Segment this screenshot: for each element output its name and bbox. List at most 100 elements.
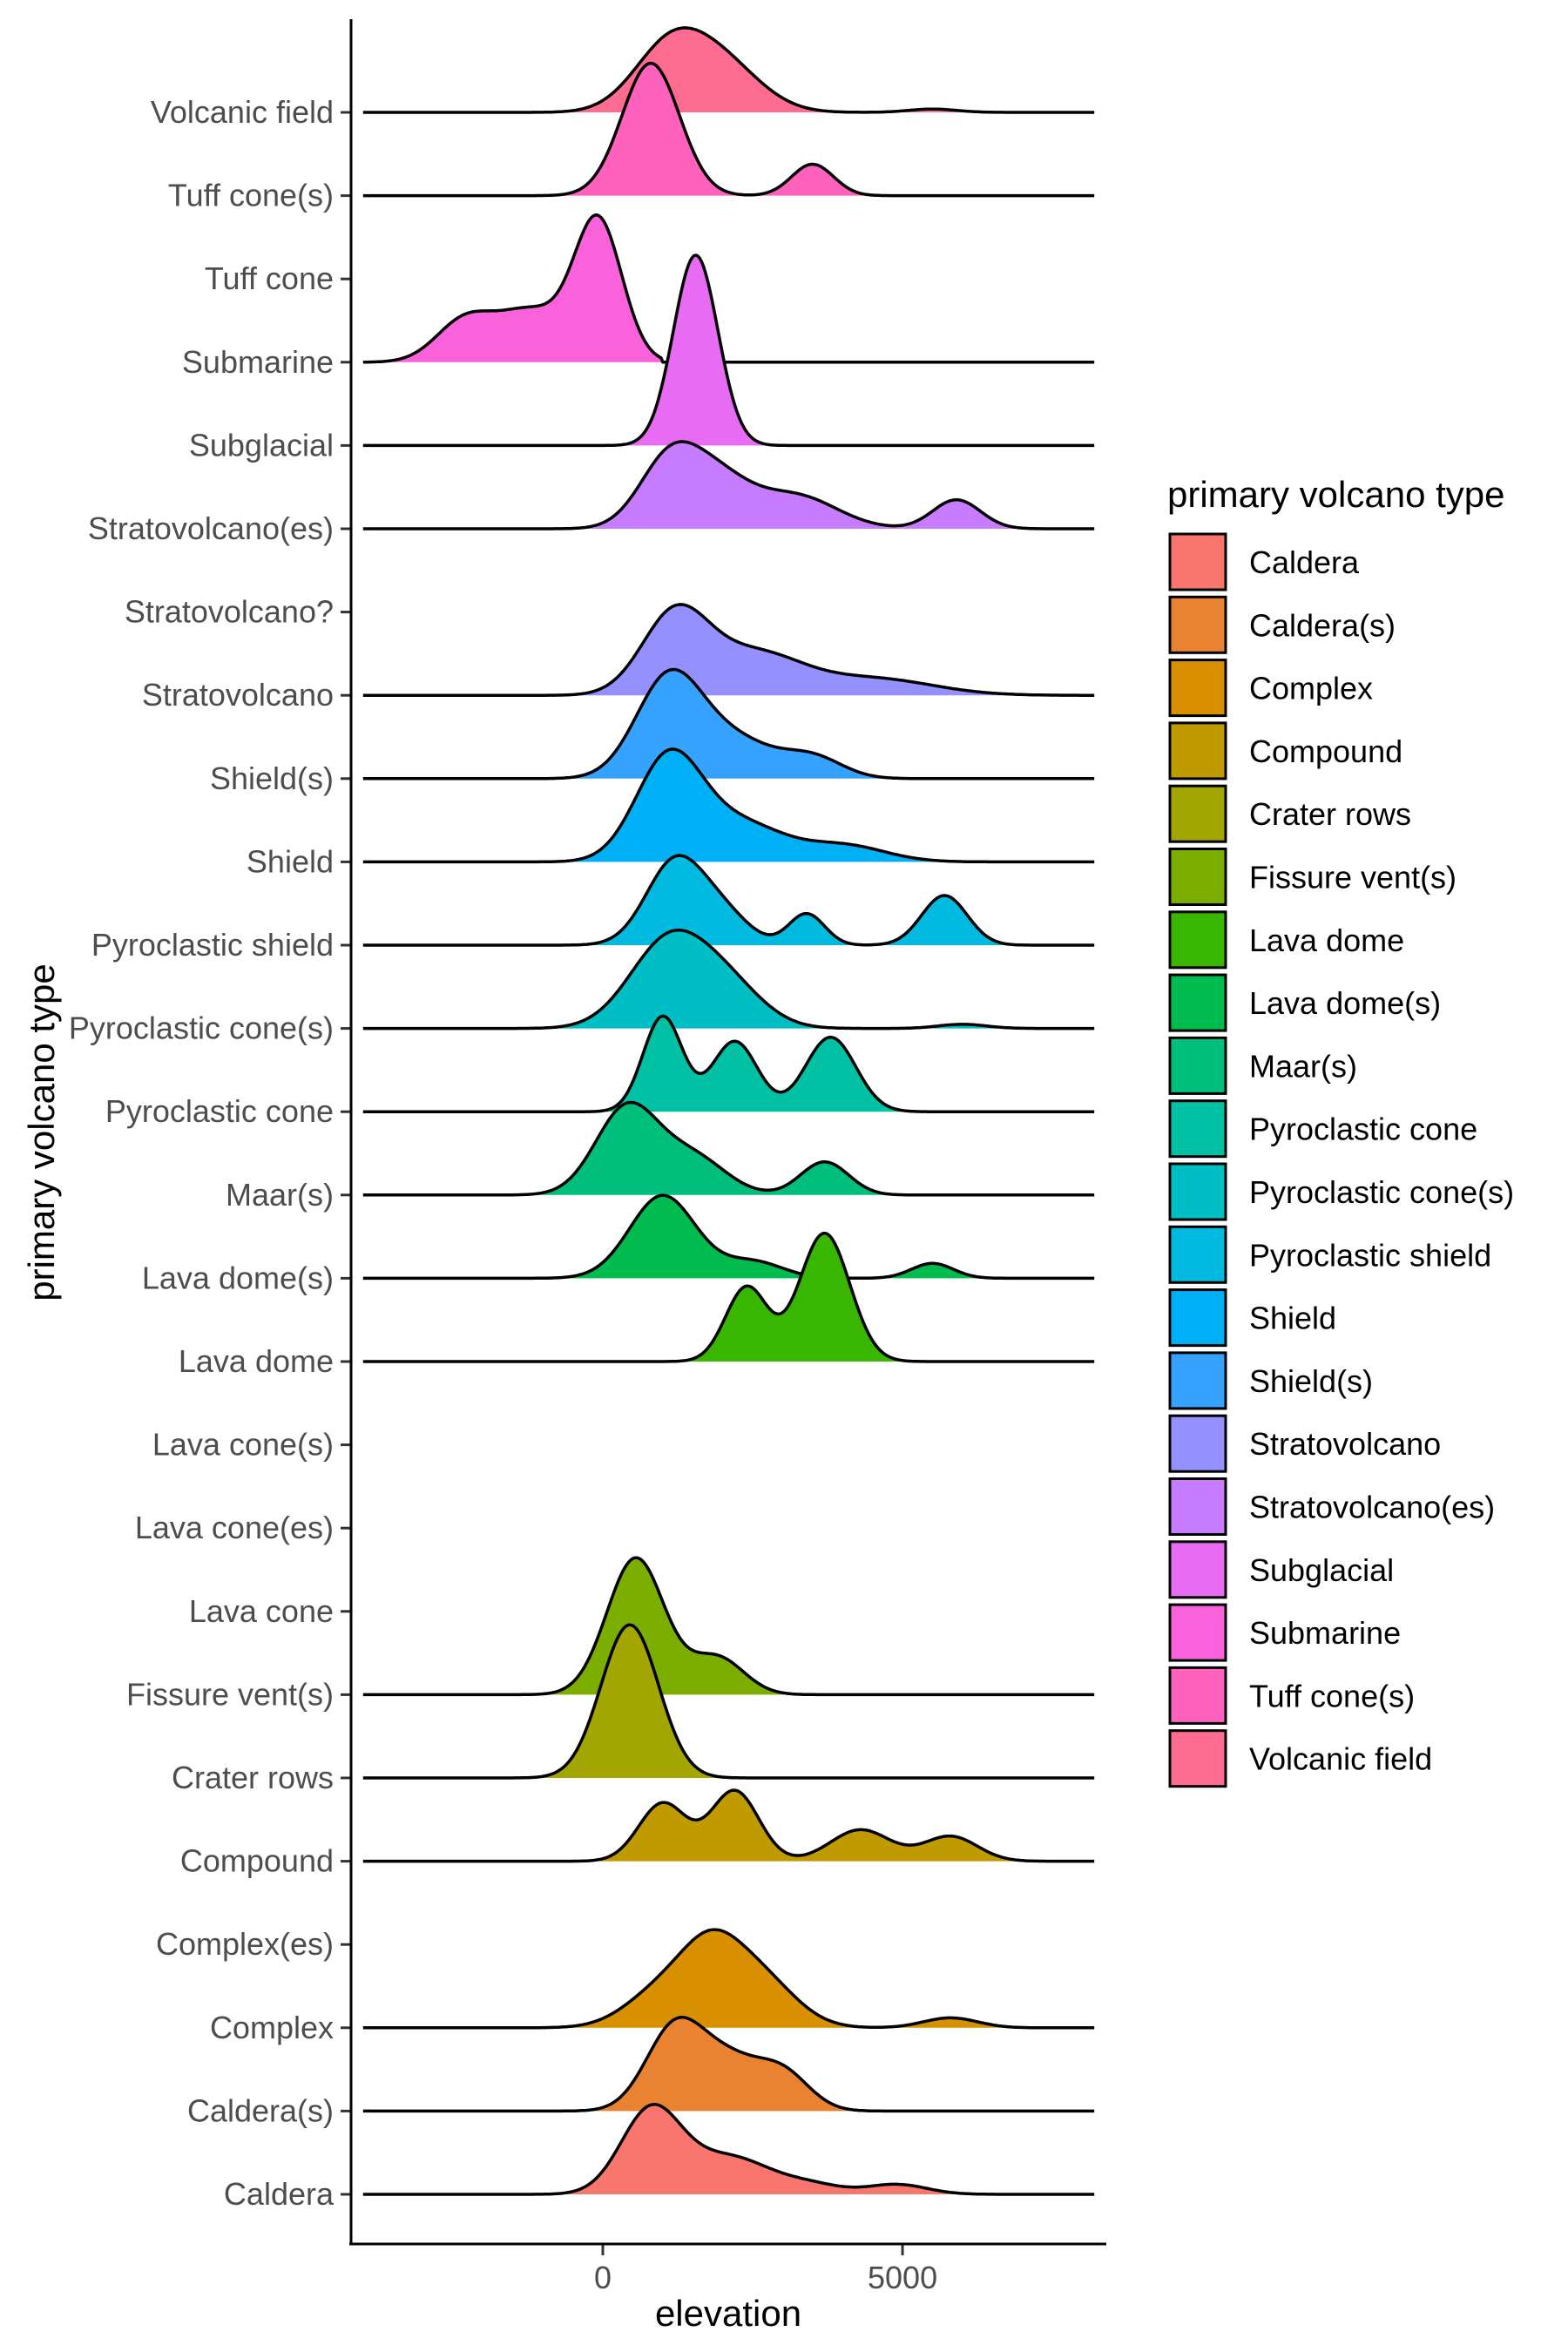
legend-label-lava-dome-s: Lava dome(s) <box>1249 985 1441 1021</box>
legend-swatch-pyroclastic-cone <box>1168 1099 1227 1159</box>
legend-swatch-stratovolcano-es <box>1168 1477 1227 1536</box>
legend-swatch-caldera-s <box>1168 595 1227 654</box>
ridge-line-lava-dome-s <box>362 1193 1095 1281</box>
y-tick-label-pyroclastic-cone-s: Pyroclastic cone(s) <box>69 1010 334 1046</box>
legend-swatch-subglacial <box>1168 1540 1227 1599</box>
y-tick-label-shield-s: Shield(s) <box>210 760 334 796</box>
ridge-fill-stratovolcano <box>571 604 1029 696</box>
y-tick-label-caldera: Caldera <box>224 2176 335 2212</box>
legend: primary volcano type Caldera Caldera(s) Co… <box>1167 474 1514 1788</box>
y-tick-label-crater-rows: Crater rows <box>172 1760 334 1795</box>
y-tick-label-stratovolcano: Stratovolcano? <box>125 594 334 630</box>
ridge-line-pyroclastic-shield <box>362 854 1095 947</box>
y-tick-label-lava-cone-s: Lava cone(s) <box>152 1427 334 1463</box>
y-tick-label-stratovolcano-es: Stratovolcano(es) <box>88 510 334 546</box>
ridge-line-fissure-vent-s <box>362 1556 1095 1697</box>
y-tick-label-tuff-cone: Tuff cone <box>205 260 334 296</box>
ridge-line-compound <box>362 1788 1095 1863</box>
legend-label-crater-rows: Crater rows <box>1249 796 1411 832</box>
y-tick-label-lava-dome-s: Lava dome(s) <box>142 1260 334 1295</box>
legend-swatch-maar-s <box>1168 1036 1227 1095</box>
ridge-line-stratovolcano <box>362 603 1095 697</box>
legend-label-pyroclastic-cone-s: Pyroclastic cone(s) <box>1249 1174 1514 1210</box>
ridge-fill-shield-s <box>562 669 894 779</box>
ridge-fill-complex <box>558 1930 1016 2028</box>
y-axis-ticks: Caldera Caldera(s) Complex Complex(es) Compo… <box>69 94 351 2212</box>
legend-swatch-compound <box>1168 721 1227 781</box>
ridge-fill-lava-dome-s <box>558 1195 987 1279</box>
y-tick-label-lava-cone-es: Lava cone(es) <box>135 1510 334 1545</box>
legend-label-complex: Complex <box>1249 671 1373 706</box>
legend-label-subglacial: Subglacial <box>1249 1552 1394 1588</box>
x-axis-title: elevation <box>655 2293 801 2334</box>
legend-swatch-caldera <box>1168 532 1227 591</box>
legend-label-pyroclastic-shield: Pyroclastic shield <box>1249 1237 1491 1273</box>
y-tick-label-pyroclastic-cone: Pyroclastic cone <box>105 1093 334 1129</box>
y-tick-label-volcanic-field: Volcanic field <box>151 94 334 130</box>
legend-swatch-lava-dome <box>1168 910 1227 970</box>
legend-swatch-pyroclastic-cone-s <box>1168 1162 1227 1221</box>
ridge-fill-caldera-s <box>584 2017 861 2112</box>
ridge-line-submarine <box>362 213 1095 364</box>
ridge-line-tuff-cone-s <box>362 61 1095 198</box>
ridge-fill-crater-rows <box>532 1625 726 1778</box>
legend-swatch-shield-s <box>1168 1351 1227 1410</box>
ridge-line-caldera <box>362 2103 1095 2196</box>
legend-label-tuff-cone-s: Tuff cone(s) <box>1249 1678 1415 1713</box>
y-tick-label-stratovolcano: Stratovolcano <box>142 677 334 713</box>
ridge-line-lava-dome <box>362 1231 1095 1363</box>
legend-swatch-fissure-vent-s <box>1168 848 1227 906</box>
legend-label-stratovolcano: Stratovolcano <box>1249 1426 1441 1462</box>
y-tick-label-lava-cone: Lava cone <box>189 1593 334 1629</box>
legend-label-lava-dome: Lava dome <box>1249 923 1404 958</box>
y-tick-label-caldera-s: Caldera(s) <box>187 2092 334 2128</box>
legend-label-compound: Compound <box>1249 733 1402 769</box>
ridge-line-shield-s <box>362 667 1095 781</box>
y-tick-label-shield: Shield <box>247 843 334 879</box>
ridge-fill-compound <box>590 1790 1025 1862</box>
ridge-fill-maar-s <box>527 1102 894 1195</box>
y-tick-label-compound: Compound <box>180 1843 334 1879</box>
legend-swatch-pyroclastic-shield <box>1168 1225 1227 1284</box>
ridge-fill-pyroclastic-cone-s <box>545 929 1010 1029</box>
legend-swatch-crater-rows <box>1168 784 1227 843</box>
ridge-line-stratovolcano-es <box>362 440 1095 531</box>
legend-title: primary volcano type <box>1167 474 1505 515</box>
legend-label-fissure-vent-s: Fissure vent(s) <box>1249 860 1456 896</box>
y-axis-title: primary volcano type <box>21 963 62 1301</box>
ridge-fill-fissure-vent-s <box>540 1558 795 1695</box>
legend-swatch-lava-dome-s <box>1168 973 1227 1032</box>
ridge-line-crater-rows <box>362 1623 1095 1780</box>
ridge-line-pyroclastic-cone <box>362 1014 1095 1113</box>
x-tick-label-0: 0 <box>594 2260 612 2295</box>
x-axis-ticks: 0 5000 <box>594 2244 937 2295</box>
legend-label-pyroclastic-cone: Pyroclastic cone <box>1249 1112 1477 1147</box>
legend-swatch-shield <box>1168 1288 1227 1348</box>
legend-swatch-tuff-cone-s <box>1168 1666 1227 1725</box>
ridge-line-maar-s <box>362 1100 1095 1197</box>
legend-swatch-volcanic-field <box>1168 1729 1227 1788</box>
y-tick-label-submarine: Submarine <box>182 344 334 380</box>
ridge-fill-submarine <box>381 214 661 362</box>
ridge-fill-lava-dome <box>680 1233 909 1362</box>
legend-label-shield: Shield <box>1249 1301 1336 1336</box>
ridge-line-pyroclastic-cone-s <box>362 929 1095 1031</box>
ridge-line-caldera-s <box>362 2016 1095 2113</box>
y-tick-label-fissure-vent-s: Fissure vent(s) <box>126 1676 334 1712</box>
y-tick-label-complex: Complex <box>210 2010 334 2045</box>
y-tick-label-pyroclastic-shield: Pyroclastic shield <box>91 927 334 963</box>
ridge-fill-stratovolcano-es <box>577 442 1024 529</box>
legend-label-shield-s: Shield(s) <box>1249 1363 1373 1399</box>
legend-label-maar-s: Maar(s) <box>1249 1048 1357 1084</box>
ridge-line-volcanic-field <box>362 26 1095 114</box>
legend-label-stratovolcano-es: Stratovolcano(es) <box>1249 1490 1495 1525</box>
legend-swatch-stratovolcano <box>1168 1414 1227 1473</box>
ridge-fill-pyroclastic-shield <box>584 855 1012 945</box>
legend-label-submarine: Submarine <box>1249 1615 1401 1651</box>
ridge-fill-shield <box>562 749 952 862</box>
y-tick-label-subglacial: Subglacial <box>189 427 334 463</box>
ridge-line-subglacial <box>362 253 1095 448</box>
ridge-fill-subglacial <box>620 254 771 446</box>
ridge-line-complex <box>362 1928 1095 2030</box>
